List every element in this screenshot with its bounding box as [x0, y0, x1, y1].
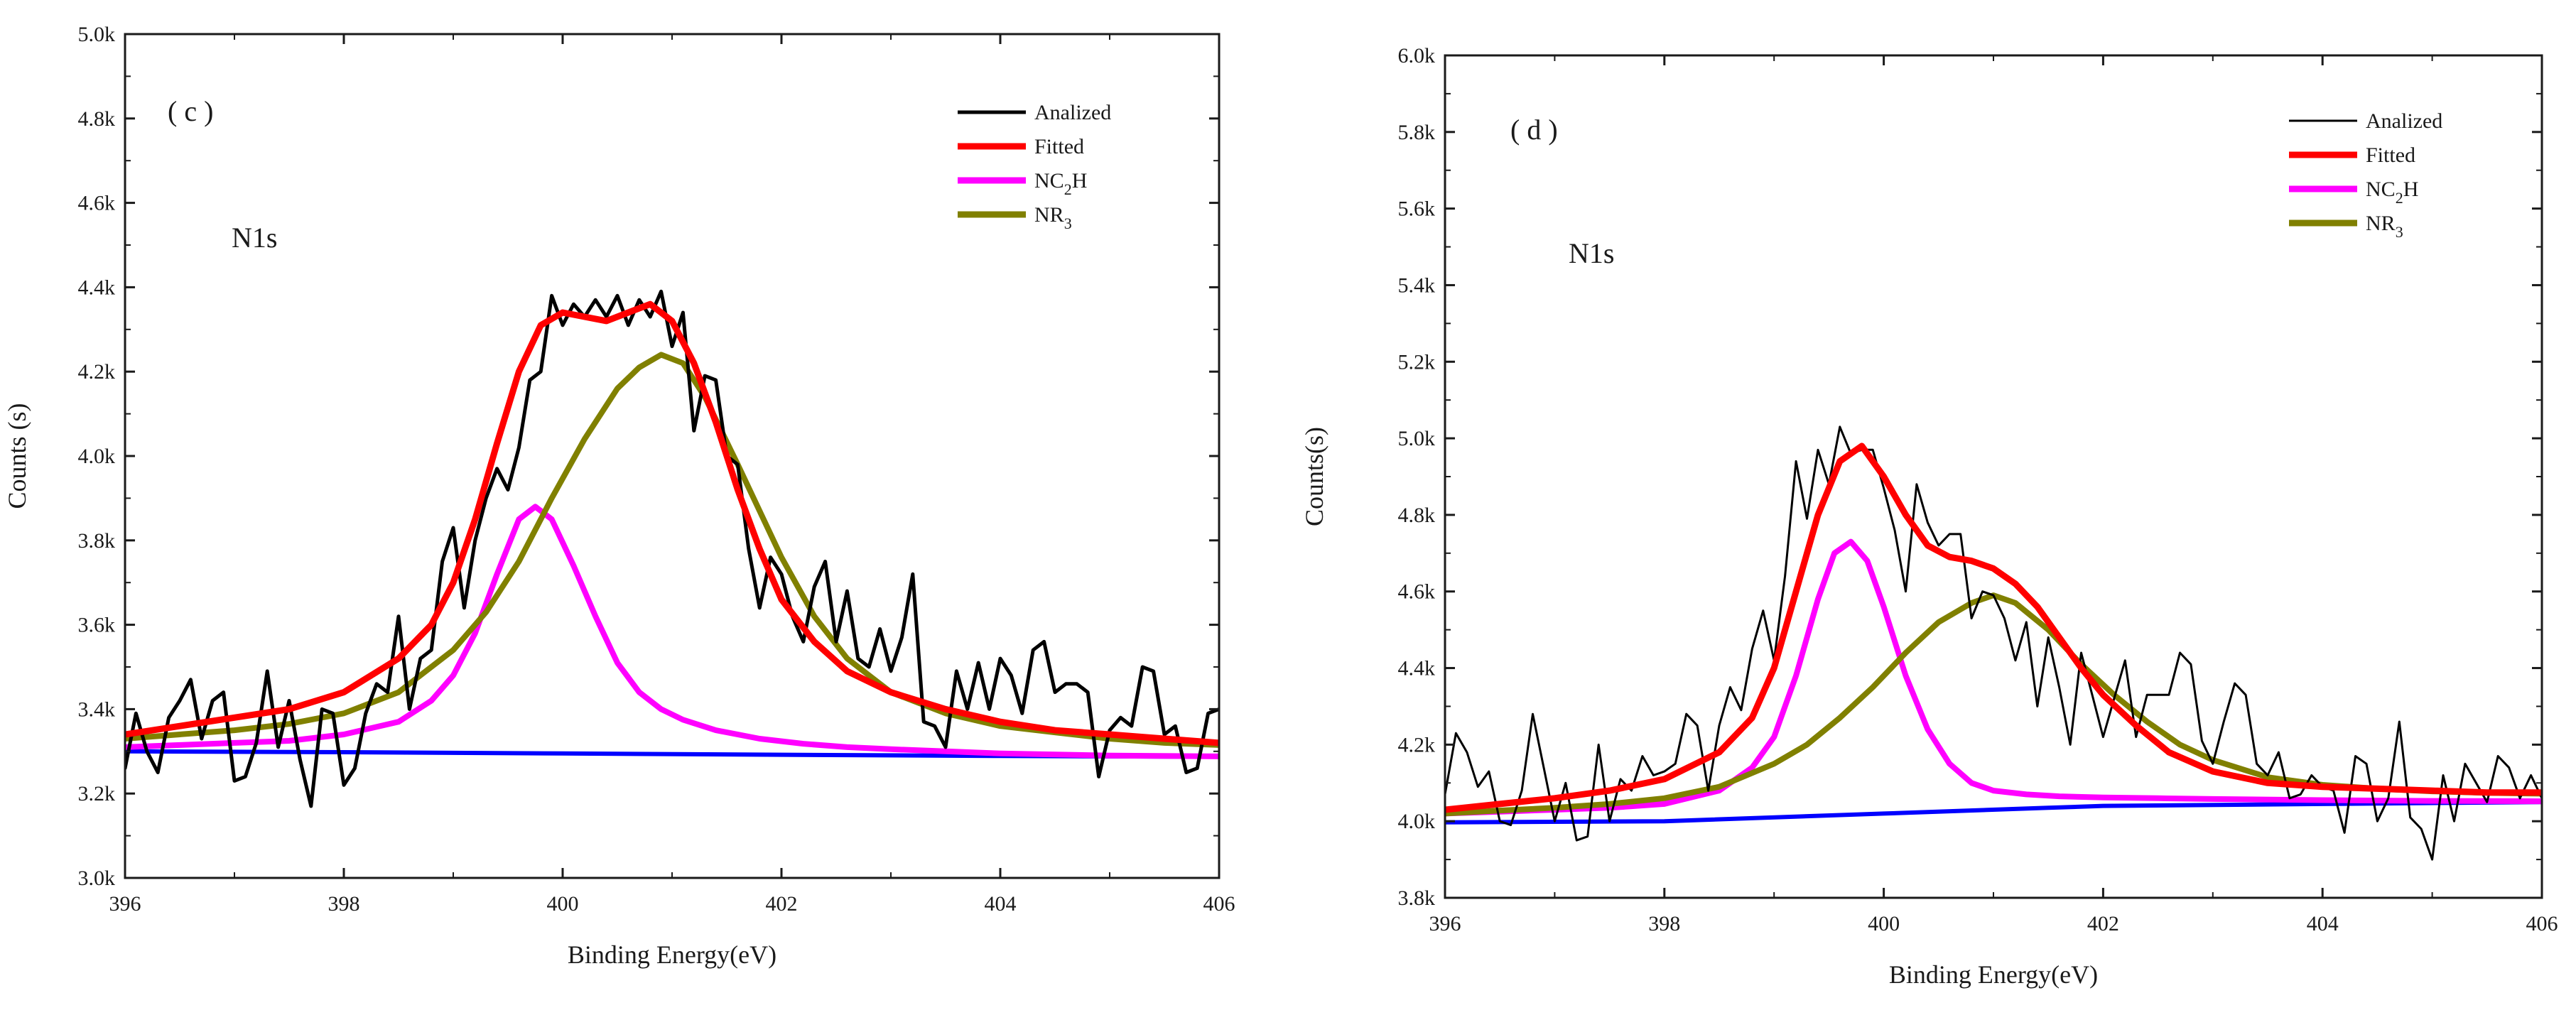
legend-label: Analized: [2366, 109, 2442, 133]
y-tick-label: 6.0k: [1398, 44, 1436, 67]
series-group: [1445, 425, 2542, 861]
x-tick-label: 402: [2087, 912, 2119, 935]
y-tick-label: 3.2k: [78, 782, 116, 805]
x-tick-label: 402: [766, 892, 798, 916]
y-tick-label: 4.6k: [78, 192, 116, 215]
y-tick-label: 3.4k: [78, 698, 116, 721]
y-tick-label: 4.8k: [1398, 504, 1436, 527]
panel-label: ( d ): [1510, 114, 1558, 146]
x-tick-label: 396: [109, 892, 141, 916]
x-tick-label: 398: [1648, 912, 1680, 935]
x-tick-label: 400: [547, 892, 579, 916]
peak-label: N1s: [1569, 237, 1614, 269]
y-tick-label: 4.2k: [1398, 733, 1436, 756]
series-baseline-line: [1445, 800, 2542, 825]
x-tick-label: 404: [2307, 912, 2339, 935]
x-tick-label: 396: [1429, 912, 1461, 935]
x-axis-label: Binding Energy(eV): [568, 940, 776, 969]
y-tick-label: 3.8k: [1398, 886, 1436, 910]
x-tick-label: 400: [1868, 912, 1900, 935]
legend: Analized Fitted NC2H NR3: [958, 101, 1111, 232]
x-axis-label: Binding Energy(eV): [1889, 960, 2098, 989]
legend: Analized Fitted NC2H NR3: [2289, 109, 2442, 241]
series-nc2h-line: [1445, 538, 2542, 817]
chart-panel-c: 396 398 400 402 404 406 3.0k 3.2k 3.4k 3.6k 3.8k 4.…: [3, 23, 1235, 969]
legend-label: Fitted: [1034, 135, 1084, 158]
y-tick-label: 4.4k: [78, 276, 116, 299]
y-tick-label: 3.6k: [78, 614, 116, 637]
chart-panel-d: 396 398 400 402 404 406 3.8k 4.0k 4.2k 4.4k 4.6k 4.…: [1300, 44, 2558, 989]
y-tick-label: 3.8k: [78, 529, 116, 553]
legend-label: NR3: [1034, 203, 1072, 232]
legend-label: NC2H: [1034, 169, 1087, 198]
series-nr3-line: [1445, 592, 2542, 817]
y-axis-label: Counts(s): [1300, 427, 1328, 526]
y-tick-label: 4.8k: [78, 107, 116, 131]
series-group: [125, 289, 1219, 808]
y-tick-label: 5.0k: [1398, 427, 1436, 450]
y-tick-label: 4.6k: [1398, 580, 1436, 604]
series-nc2h-line: [125, 504, 1219, 759]
x-tick-label: 398: [328, 892, 360, 916]
series-nr3-line: [125, 352, 1219, 748]
peak-label: N1s: [232, 222, 277, 254]
y-tick-label: 5.8k: [1398, 121, 1436, 144]
y-tick-label: 4.0k: [1398, 810, 1436, 833]
y-tick-label: 4.2k: [78, 360, 116, 384]
legend-label: Fitted: [2366, 143, 2415, 167]
series-fitted-line: [1445, 443, 2542, 813]
y-tick-label: 5.4k: [1398, 273, 1436, 297]
x-tick-label: 406: [1203, 892, 1235, 916]
legend-label: NC2H: [2366, 178, 2418, 207]
y-tick-label: 5.6k: [1398, 197, 1436, 221]
series-fitted-line: [125, 300, 1219, 747]
series-analized-line: [1445, 425, 2542, 861]
series-analized-line: [125, 289, 1219, 808]
y-tick-label: 3.0k: [78, 867, 116, 890]
y-tick-label: 4.4k: [1398, 657, 1436, 680]
y-tick-label: 5.0k: [78, 23, 116, 46]
y-tick-label: 5.2k: [1398, 350, 1436, 374]
y-tick-label: 4.0k: [78, 445, 116, 468]
y-axis-label: Counts (s): [3, 403, 31, 509]
legend-label: NR3: [2366, 212, 2403, 241]
panel-label: ( c ): [168, 95, 213, 127]
x-tick-label: 404: [985, 892, 1017, 916]
x-tick-label: 406: [2526, 912, 2558, 935]
legend-label: Analized: [1034, 101, 1111, 124]
